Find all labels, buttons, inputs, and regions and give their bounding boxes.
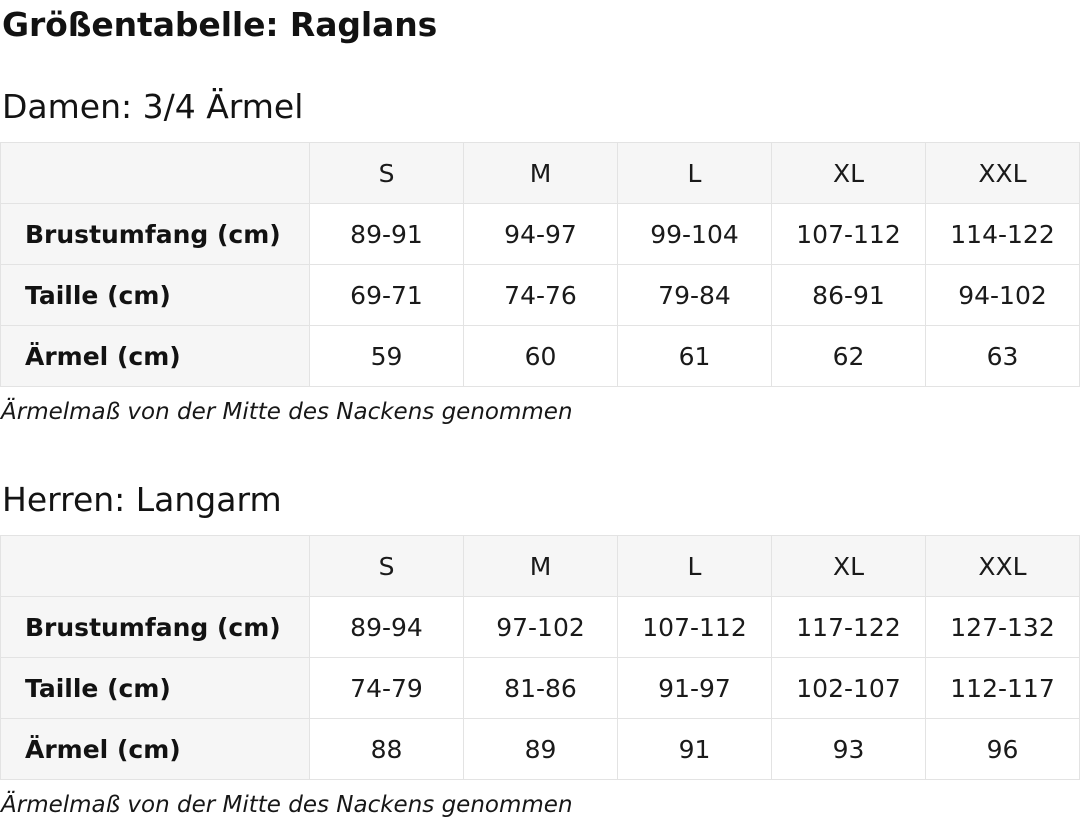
cell-aermel-xl: 93: [771, 718, 926, 781]
cell-aermel-xxl: 96: [925, 718, 1080, 781]
cell-taille-l: 79-84: [617, 264, 772, 326]
column-header-xxl: XXL: [925, 535, 1080, 598]
row-label-brustumfang: Brustumfang (cm): [0, 203, 310, 265]
cell-brustumfang-l: 107-112: [617, 596, 772, 659]
table-row: Ärmel (cm) 59 60 61 62 63: [0, 325, 1080, 387]
table-row: Brustumfang (cm) 89-91 94-97 99-104 107-…: [0, 203, 1080, 265]
cell-taille-l: 91-97: [617, 657, 772, 720]
table-row: Ärmel (cm) 88 89 91 93 96: [0, 718, 1080, 781]
cell-aermel-l: 61: [617, 325, 772, 387]
cell-aermel-s: 59: [309, 325, 464, 387]
cell-taille-xl: 86-91: [771, 264, 926, 326]
row-label-taille: Taille (cm): [0, 657, 310, 720]
cell-aermel-m: 89: [463, 718, 618, 781]
row-label-taille: Taille (cm): [0, 264, 310, 326]
size-table-damen: S M L XL XXL Brustumfang (cm) 89-91 94-9…: [0, 142, 1080, 387]
table-header-herren: S M L XL XXL: [0, 535, 1080, 598]
table-note-damen: Ärmelmaß von der Mitte des Nackens genom…: [1, 399, 573, 425]
table-header-row: S M L XL XXL: [0, 535, 1080, 598]
cell-brustumfang-xxl: 114-122: [925, 203, 1080, 265]
cell-brustumfang-s: 89-94: [309, 596, 464, 659]
cell-taille-s: 69-71: [309, 264, 464, 326]
column-header-xxl: XXL: [925, 142, 1080, 204]
column-header-s: S: [309, 142, 464, 204]
cell-brustumfang-xl: 107-112: [771, 203, 926, 265]
cell-taille-xl: 102-107: [771, 657, 926, 720]
column-header-m: M: [463, 535, 618, 598]
cell-taille-s: 74-79: [309, 657, 464, 720]
table-corner-cell: [0, 535, 310, 598]
row-label-brustumfang: Brustumfang (cm): [0, 596, 310, 659]
cell-taille-xxl: 94-102: [925, 264, 1080, 326]
cell-aermel-l: 91: [617, 718, 772, 781]
cell-aermel-xxl: 63: [925, 325, 1080, 387]
column-header-s: S: [309, 535, 464, 598]
table-header-damen: S M L XL XXL: [0, 142, 1080, 204]
table-row: Taille (cm) 74-79 81-86 91-97 102-107 11…: [0, 657, 1080, 720]
page-title: Größentabelle: Raglans: [2, 5, 438, 44]
size-table-herren: S M L XL XXL Brustumfang (cm) 89-94 97-1…: [0, 535, 1080, 781]
cell-brustumfang-m: 94-97: [463, 203, 618, 265]
cell-brustumfang-xxl: 127-132: [925, 596, 1080, 659]
cell-brustumfang-xl: 117-122: [771, 596, 926, 659]
column-header-xl: XL: [771, 142, 926, 204]
table-row: Brustumfang (cm) 89-94 97-102 107-112 11…: [0, 596, 1080, 659]
table-row: Taille (cm) 69-71 74-76 79-84 86-91 94-1…: [0, 264, 1080, 326]
section-heading-herren: Herren: Langarm: [2, 480, 282, 520]
row-label-aermel: Ärmel (cm): [0, 718, 310, 781]
section-heading-damen: Damen: 3/4 Ärmel: [2, 87, 304, 126]
row-label-aermel: Ärmel (cm): [0, 325, 310, 387]
cell-taille-m: 81-86: [463, 657, 618, 720]
table-note-herren: Ärmelmaß von der Mitte des Nackens genom…: [1, 792, 573, 819]
cell-aermel-xl: 62: [771, 325, 926, 387]
table-body-damen: Brustumfang (cm) 89-91 94-97 99-104 107-…: [0, 203, 1080, 387]
column-header-l: L: [617, 142, 772, 204]
cell-aermel-s: 88: [309, 718, 464, 781]
column-header-m: M: [463, 142, 618, 204]
cell-taille-xxl: 112-117: [925, 657, 1080, 720]
cell-brustumfang-s: 89-91: [309, 203, 464, 265]
cell-aermel-m: 60: [463, 325, 618, 387]
cell-brustumfang-l: 99-104: [617, 203, 772, 265]
cell-brustumfang-m: 97-102: [463, 596, 618, 659]
cell-taille-m: 74-76: [463, 264, 618, 326]
table-header-row: S M L XL XXL: [0, 142, 1080, 204]
column-header-xl: XL: [771, 535, 926, 598]
table-corner-cell: [0, 142, 310, 204]
column-header-l: L: [617, 535, 772, 598]
table-body-herren: Brustumfang (cm) 89-94 97-102 107-112 11…: [0, 596, 1080, 781]
